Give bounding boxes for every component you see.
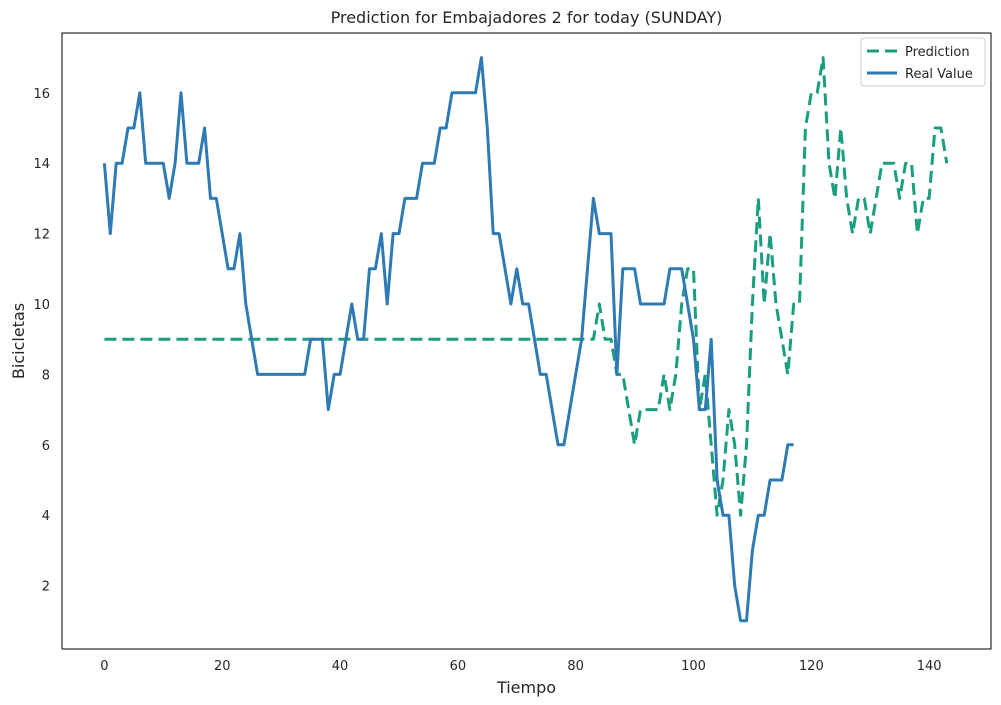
- legend-label-prediction: Prediction: [905, 45, 970, 60]
- series-line-real-value: [102, 56, 794, 623]
- y-tick-label: 8: [42, 368, 50, 383]
- series-layer: [102, 56, 949, 623]
- x-tick-label: 100: [681, 659, 706, 674]
- legend: Prediction Real Value: [860, 37, 986, 87]
- y-tick-label: 12: [33, 228, 50, 243]
- y-tick-label: 10: [33, 298, 50, 313]
- plot-frame: [61, 32, 992, 650]
- x-tick-label: 20: [214, 659, 231, 674]
- y-tick-label: 16: [33, 87, 50, 102]
- y-tick-label: 14: [33, 157, 50, 172]
- legend-label-real-value: Real Value: [905, 67, 973, 82]
- y-tick-label: 2: [42, 580, 50, 595]
- x-tick-label: 120: [799, 659, 824, 674]
- x-axis-title: Tiempo: [496, 678, 556, 697]
- x-tick-label: 60: [450, 659, 467, 674]
- y-tick-label: 6: [42, 439, 50, 454]
- x-tick-label: 0: [100, 659, 108, 674]
- x-tick-label: 140: [917, 659, 942, 674]
- y-axis-ticks: 2 4 6 8 10 12 14 16: [33, 87, 50, 595]
- chart-title: Prediction for Embajadores 2 for today (…: [331, 8, 723, 27]
- x-tick-label: 80: [567, 659, 584, 674]
- x-tick-label: 40: [332, 659, 349, 674]
- y-tick-label: 4: [42, 509, 50, 524]
- y-axis-title: Bicicletas: [9, 303, 28, 379]
- series-line-prediction: [104, 56, 949, 517]
- x-axis-ticks: 0 20 40 60 80 100 120 140: [100, 659, 941, 674]
